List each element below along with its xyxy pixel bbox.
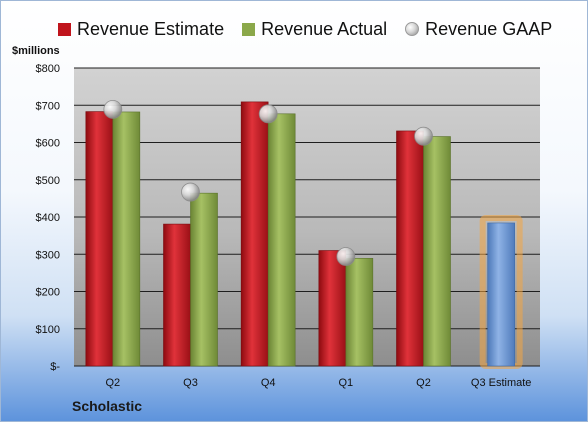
- marker-revenue-gaap: [103, 99, 123, 119]
- y-tick-label: $-: [50, 361, 60, 373]
- bar-revenue-estimate: [85, 111, 114, 367]
- x-tick-label: Q3: [183, 377, 198, 389]
- marker-revenue-gaap: [414, 126, 433, 146]
- legend-item-gaap: Revenue GAAP: [405, 19, 552, 40]
- bar-revenue-actual: [423, 136, 451, 367]
- bar-revenue-estimate: [318, 250, 347, 367]
- marker-revenue-gaap: [336, 247, 356, 266]
- x-tick-label: Q3 Estimate: [471, 377, 532, 389]
- x-tick-label: Q1: [338, 377, 353, 389]
- legend-marker-gaap: [405, 22, 420, 36]
- chart-legend: Revenue Estimate Revenue Actual Revenue …: [58, 18, 578, 40]
- x-tick-label: Q2: [105, 377, 120, 389]
- bar-revenue-estimate: [163, 223, 191, 367]
- y-tick-label: $500: [36, 175, 60, 187]
- legend-label-estimate: Revenue Estimate: [77, 18, 225, 39]
- y-tick-label: $100: [36, 324, 60, 336]
- bar-revenue-actual: [345, 258, 374, 367]
- y-axis-unit-label: $millions: [12, 45, 60, 57]
- y-tick-label: $800: [36, 63, 60, 75]
- bar-revenue-forecast: [487, 222, 515, 367]
- legend-item-actual: Revenue Actual: [242, 19, 387, 40]
- bar-revenue-actual: [267, 113, 296, 367]
- legend-swatch-estimate: [58, 22, 71, 36]
- legend-item-estimate: Revenue Estimate: [58, 19, 224, 40]
- y-tick-label: $400: [36, 212, 60, 224]
- bar-revenue-actual: [112, 111, 141, 367]
- bar-revenue-estimate: [396, 130, 424, 367]
- bar-revenue-actual: [190, 192, 218, 367]
- y-tick-label: $700: [36, 100, 60, 112]
- bar-revenue-estimate: [240, 101, 269, 367]
- y-tick-label: $300: [36, 249, 60, 261]
- x-tick-label: Q2: [416, 377, 431, 389]
- legend-label-gaap: Revenue GAAP: [425, 18, 553, 39]
- x-tick-label: Q4: [261, 377, 276, 389]
- marker-revenue-gaap: [181, 182, 200, 202]
- legend-label-actual: Revenue Actual: [261, 18, 388, 39]
- legend-swatch-actual: [242, 22, 256, 36]
- y-tick-label: $600: [36, 138, 60, 150]
- company-name: Scholastic: [72, 398, 143, 414]
- y-tick-label: $200: [36, 287, 60, 299]
- marker-revenue-gaap: [258, 104, 278, 124]
